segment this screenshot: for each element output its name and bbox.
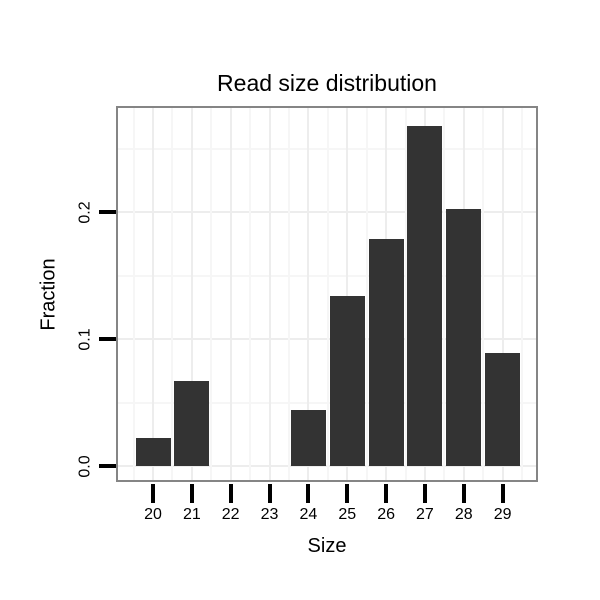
gridline-major-v [268,108,271,480]
x-tick-label: 21 [182,506,201,523]
gridline-minor-v [326,108,329,480]
x-tick [500,484,505,503]
x-tick-label: 26 [377,506,395,523]
y-tick-label: 0.1 [76,327,94,351]
gridline-minor-v [482,108,485,480]
y-axis-title: Fraction [37,258,60,331]
x-tick [151,484,155,503]
x-tick-label: 24 [299,506,318,523]
gridline-major-v [229,108,232,480]
gridline-minor-v [287,108,290,480]
gridline-minor-v [521,108,524,480]
y-tick [99,464,116,468]
gridline-minor-v [132,108,135,480]
x-tick [384,484,389,503]
bar-27 [407,125,443,466]
x-tick-label: 29 [493,506,512,523]
bar-29 [485,352,521,466]
gridline-minor-v [249,108,252,480]
chart-title: Read size distribution [217,70,437,96]
y-tick-label: 0.0 [76,454,94,478]
x-tick-label: 28 [454,506,473,523]
x-tick [267,484,272,503]
bar-26 [368,238,404,466]
gridline-major-v [501,108,504,480]
x-tick [189,484,194,503]
gridline-major-v [152,108,154,480]
x-tick [422,484,427,503]
gridline-minor-v [404,108,407,480]
x-axis-title: Size [307,535,347,557]
plot-panel [116,106,538,482]
x-tick-label: 22 [221,506,240,523]
x-tick [461,484,466,503]
bar-21 [174,380,210,466]
gridline-major-v [346,108,349,480]
gridline-minor-v [210,108,213,480]
x-tick [345,484,350,503]
gridline-major-v [307,108,310,480]
x-tick-label: 25 [338,506,357,523]
gridline-minor-v [443,108,446,480]
x-tick-label: 27 [416,506,434,523]
y-tick [99,337,116,341]
bar-24 [290,410,326,466]
bar-25 [329,295,365,466]
y-tick [99,210,116,214]
x-tick-label: 20 [144,506,162,523]
y-tick-label: 0.2 [76,200,94,224]
gridline-minor-v [365,108,368,480]
gridline-major-v [190,108,193,480]
x-tick [228,484,233,503]
x-tick [306,484,311,503]
gridline-minor-v [171,108,174,480]
x-tick-label: 23 [260,506,279,523]
bar-28 [446,209,482,466]
bar-20 [135,438,171,466]
